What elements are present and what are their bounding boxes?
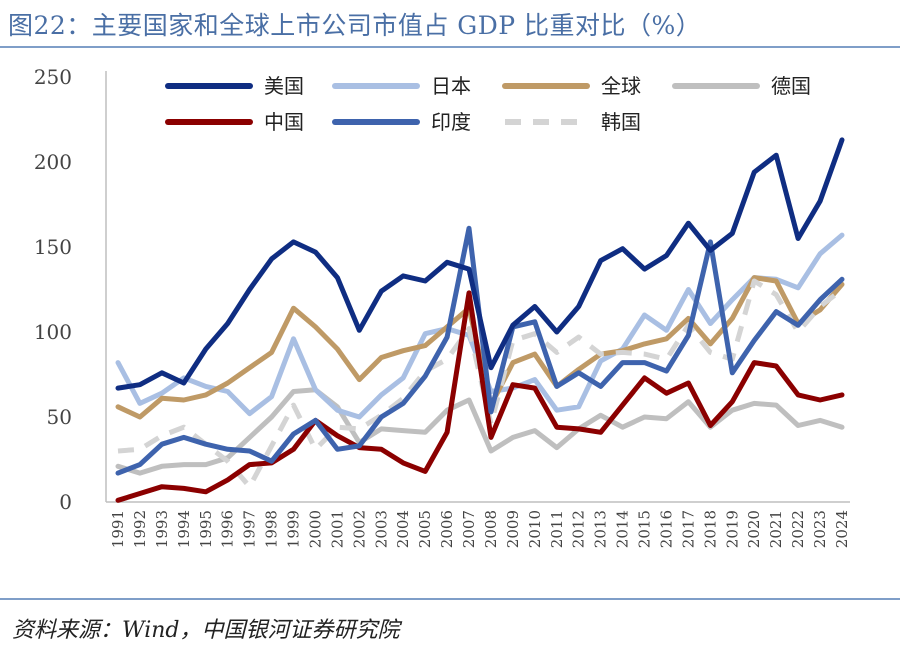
legend-label-日本: 日本 — [431, 74, 471, 98]
x-tick-label: 2017 — [679, 510, 697, 548]
x-tick-label: 2020 — [745, 510, 763, 548]
x-tick-label: 2007 — [460, 510, 478, 548]
x-tick-label: 2001 — [328, 510, 346, 548]
x-tick-label: 2000 — [306, 510, 324, 548]
chart-title: 图22：主要国家和全球上市公司市值占 GDP 比重对比（%） — [8, 11, 702, 40]
x-tick-label: 2024 — [833, 510, 851, 548]
x-tick-label: 1999 — [285, 510, 303, 548]
x-tick-label: 2004 — [394, 510, 412, 548]
x-tick-label: 1996 — [219, 510, 237, 548]
source-note: 资料来源：Wind，中国银河证券研究院 — [12, 618, 400, 643]
legend-label-印度: 印度 — [431, 110, 471, 134]
x-tick-label: 1997 — [241, 510, 259, 548]
series-line-中国 — [115, 290, 845, 503]
x-tick-label: 2008 — [482, 510, 500, 548]
x-tick-label: 2002 — [350, 510, 368, 548]
x-tick-label: 2009 — [504, 510, 522, 548]
x-tick-label: 2016 — [657, 510, 675, 548]
y-tick-label: 50 — [47, 405, 72, 429]
series-line-德国 — [115, 387, 845, 476]
x-tick-label: 2003 — [372, 510, 390, 548]
x-tick-label: 2018 — [701, 510, 719, 548]
y-tick-label: 0 — [59, 490, 72, 514]
y-tick-label: 250 — [34, 65, 72, 89]
x-tick-label: 2021 — [767, 510, 785, 548]
x-tick-label: 2013 — [592, 510, 610, 548]
bottom-divider — [0, 598, 900, 600]
x-tick-label: 2015 — [636, 510, 654, 548]
legend-label-韩国: 韩国 — [601, 110, 641, 134]
x-tick-label: 2014 — [614, 510, 632, 548]
x-tick-label: 2012 — [570, 510, 588, 548]
x-tick-label: 2011 — [548, 510, 566, 548]
legend-label-中国: 中国 — [264, 110, 304, 134]
x-tick-label: 1993 — [153, 510, 171, 548]
x-tick-label: 2022 — [789, 510, 807, 548]
x-tick-label: 1998 — [263, 510, 281, 548]
x-tick-label: 2005 — [416, 510, 434, 548]
y-tick-label: 100 — [34, 320, 72, 344]
legend-label-美国: 美国 — [264, 74, 304, 98]
x-tick-label: 1992 — [131, 510, 149, 548]
y-tick-label: 200 — [34, 150, 72, 174]
x-tick-label: 1995 — [197, 510, 215, 548]
x-tick-label: 1991 — [109, 510, 127, 548]
x-tick-label: 2019 — [723, 510, 741, 548]
y-tick-label: 150 — [34, 235, 72, 259]
series-layer — [115, 137, 845, 503]
legend-label-德国: 德国 — [771, 74, 811, 98]
x-tick-label: 2023 — [811, 510, 829, 548]
x-tick-label: 2010 — [526, 510, 544, 548]
x-tick-label: 2006 — [438, 510, 456, 548]
top-divider — [0, 46, 900, 48]
series-line-美国 — [115, 137, 845, 391]
x-tick-label: 1994 — [175, 510, 193, 548]
legend-label-全球: 全球 — [601, 74, 641, 98]
